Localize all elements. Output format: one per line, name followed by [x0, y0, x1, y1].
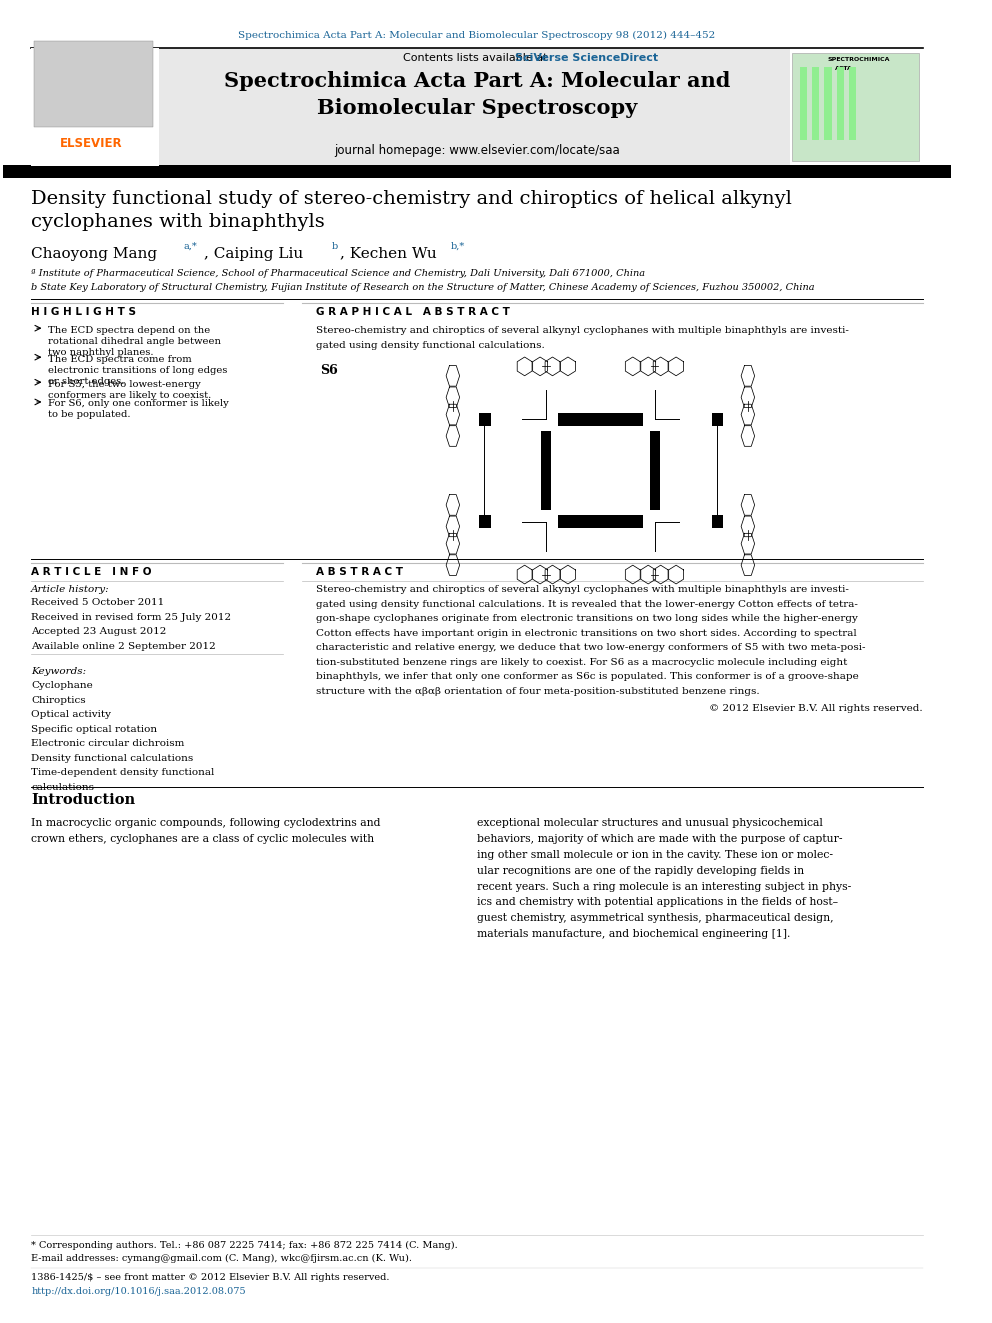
Bar: [541, 431, 551, 509]
Text: Received in revised form 25 July 2012: Received in revised form 25 July 2012: [31, 613, 231, 622]
Bar: [558, 515, 643, 528]
Text: characteristic and relative energy, we deduce that two low-energy conformers of : characteristic and relative energy, we d…: [315, 643, 865, 652]
Bar: [849, 67, 856, 140]
Text: H I G H L I G H T S: H I G H L I G H T S: [31, 307, 136, 318]
Text: calculations: calculations: [31, 783, 94, 791]
Bar: [811, 67, 819, 140]
Text: journal homepage: www.elsevier.com/locate/saa: journal homepage: www.elsevier.com/locat…: [334, 144, 620, 156]
Text: structure with the αβαβ orientation of four meta-position-substituted benzene ri: structure with the αβαβ orientation of f…: [315, 687, 760, 696]
Bar: [650, 431, 660, 509]
Text: © 2012 Elsevier B.V. All rights reserved.: © 2012 Elsevier B.V. All rights reserved…: [709, 704, 923, 713]
Text: Density functional calculations: Density functional calculations: [31, 754, 193, 763]
Text: b State Key Laboratory of Structural Chemistry, Fujian Institute of Research on : b State Key Laboratory of Structural Che…: [31, 283, 814, 292]
Text: materials manufacture, and biochemical engineering [1].: materials manufacture, and biochemical e…: [477, 929, 791, 939]
Bar: [31, 48, 790, 167]
Text: http://dx.doi.org/10.1016/j.saa.2012.08.075: http://dx.doi.org/10.1016/j.saa.2012.08.…: [31, 1287, 246, 1297]
Text: Stereo-chemistry and chiroptics of several alkynyl cyclophanes with multiple bin: Stereo-chemistry and chiroptics of sever…: [315, 325, 849, 335]
Text: The ECD spectra depend on the
rotational dihedral angle between
two naphthyl pla: The ECD spectra depend on the rotational…: [49, 325, 221, 357]
Text: ª Institute of Pharmaceutical Science, School of Pharmaceutical Science and Chem: ª Institute of Pharmaceutical Science, S…: [31, 269, 646, 278]
Text: Optical activity: Optical activity: [31, 710, 111, 720]
Text: ing other small molecule or ion in the cavity. These ion or molec-: ing other small molecule or ion in the c…: [477, 849, 833, 860]
Text: In macrocyclic organic compounds, following cyclodextrins and: In macrocyclic organic compounds, follow…: [31, 819, 381, 828]
Text: Time-dependent density functional: Time-dependent density functional: [31, 769, 214, 777]
Text: gated using density functional calculations. It is revealed that the lower-energ: gated using density functional calculati…: [315, 599, 858, 609]
Text: Specific optical rotation: Specific optical rotation: [31, 725, 158, 734]
Text: guest chemistry, asymmetrical synthesis, pharmaceutical design,: guest chemistry, asymmetrical synthesis,…: [477, 913, 833, 923]
Text: Spectrochimica Acta Part A: Molecular and Biomolecular Spectroscopy 98 (2012) 44: Spectrochimica Acta Part A: Molecular an…: [238, 30, 715, 40]
Text: Received 5 October 2011: Received 5 October 2011: [31, 598, 165, 607]
Bar: [479, 413, 491, 426]
Text: b: b: [332, 242, 338, 251]
Text: recent years. Such a ring molecule is an interesting subject in phys-: recent years. Such a ring molecule is an…: [477, 881, 851, 892]
Text: , Kechen Wu: , Kechen Wu: [339, 246, 436, 261]
Text: Density functional study of stereo-chemistry and chiroptics of helical alkynyl
c: Density functional study of stereo-chemi…: [31, 191, 792, 232]
Text: E-mail addresses: cymang@gmail.com (C. Mang), wkc@fjirsm.ac.cn (K. Wu).: E-mail addresses: cymang@gmail.com (C. M…: [31, 1254, 413, 1263]
Text: Available online 2 September 2012: Available online 2 September 2012: [31, 642, 216, 651]
Text: , Caiping Liu: , Caiping Liu: [204, 246, 304, 261]
Bar: [824, 67, 832, 140]
Text: b,*: b,*: [450, 242, 464, 251]
Bar: [558, 413, 643, 426]
Text: A R T I C L E   I N F O: A R T I C L E I N F O: [31, 566, 152, 577]
Text: behaviors, majority of which are made with the purpose of captur-: behaviors, majority of which are made wi…: [477, 833, 842, 844]
Text: SPECTROCHIMICA: SPECTROCHIMICA: [827, 57, 890, 62]
Bar: [836, 67, 844, 140]
Text: S6: S6: [320, 364, 338, 377]
Text: Keywords:: Keywords:: [31, 667, 86, 676]
Text: Article history:: Article history:: [31, 585, 110, 594]
Text: exceptional molecular structures and unusual physicochemical: exceptional molecular structures and unu…: [477, 819, 823, 828]
Text: Chaoyong Mang: Chaoyong Mang: [31, 246, 158, 261]
Text: Chiroptics: Chiroptics: [31, 696, 86, 705]
Text: tion-substituted benzene rings are likely to coexist. For S6 as a macrocyclic mo: tion-substituted benzene rings are likel…: [315, 658, 847, 667]
Bar: [712, 515, 723, 528]
Text: ics and chemistry with potential applications in the fields of host–: ics and chemistry with potential applica…: [477, 897, 838, 908]
Text: gated using density functional calculations.: gated using density functional calculati…: [315, 341, 545, 351]
Text: Contents lists available at: Contents lists available at: [403, 53, 551, 62]
Text: a,*: a,*: [184, 242, 197, 251]
Bar: [3, 165, 951, 179]
Bar: [792, 53, 919, 161]
Text: ELSEVIER: ELSEVIER: [60, 138, 122, 149]
Text: Cyclophane: Cyclophane: [31, 681, 93, 691]
Text: crown ethers, cyclophanes are a class of cyclic molecules with: crown ethers, cyclophanes are a class of…: [31, 833, 374, 844]
Text: 1386-1425/$ – see front matter © 2012 Elsevier B.V. All rights reserved.: 1386-1425/$ – see front matter © 2012 El…: [31, 1273, 390, 1282]
Text: Introduction: Introduction: [31, 794, 135, 807]
Text: binaphthyls, we infer that only one conformer as S6c is populated. This conforme: binaphthyls, we infer that only one conf…: [315, 672, 858, 681]
Text: A B S T R A C T: A B S T R A C T: [315, 566, 403, 577]
Text: ACTA: ACTA: [834, 66, 852, 71]
Text: Accepted 23 August 2012: Accepted 23 August 2012: [31, 627, 167, 636]
Text: ular recognitions are one of the rapidly developing fields in: ular recognitions are one of the rapidly…: [477, 865, 805, 876]
Text: The ECD spectra come from
electronic transitions of long edges
or short edges.: The ECD spectra come from electronic tra…: [49, 355, 228, 386]
Text: For S5, the two lowest-energy
conformers are likely to coexist.: For S5, the two lowest-energy conformers…: [49, 380, 211, 400]
Text: SciVerse ScienceDirect: SciVerse ScienceDirect: [515, 53, 658, 62]
Text: Cotton effects have important origin in electronic transitions on two short side: Cotton effects have important origin in …: [315, 628, 856, 638]
Text: Electronic circular dichroism: Electronic circular dichroism: [31, 740, 185, 749]
Text: gon-shape cyclophanes originate from electronic transitions on two long sides wh: gon-shape cyclophanes originate from ele…: [315, 614, 858, 623]
Bar: [712, 413, 723, 426]
Text: For S6, only one conformer is likely
to be populated.: For S6, only one conformer is likely to …: [49, 400, 229, 419]
Text: * Corresponding authors. Tel.: +86 087 2225 7414; fax: +86 872 225 7414 (C. Mang: * Corresponding authors. Tel.: +86 087 2…: [31, 1241, 458, 1250]
Bar: [800, 67, 807, 140]
Bar: [31, 48, 160, 167]
Text: G R A P H I C A L   A B S T R A C T: G R A P H I C A L A B S T R A C T: [315, 307, 510, 318]
Bar: [479, 515, 491, 528]
Text: Stereo-chemistry and chiroptics of several alkynyl cyclophanes with multiple bin: Stereo-chemistry and chiroptics of sever…: [315, 585, 849, 594]
Bar: [34, 41, 153, 127]
Text: Spectrochimica Acta Part A: Molecular and
Biomolecular Spectroscopy: Spectrochimica Acta Part A: Molecular an…: [224, 71, 730, 118]
